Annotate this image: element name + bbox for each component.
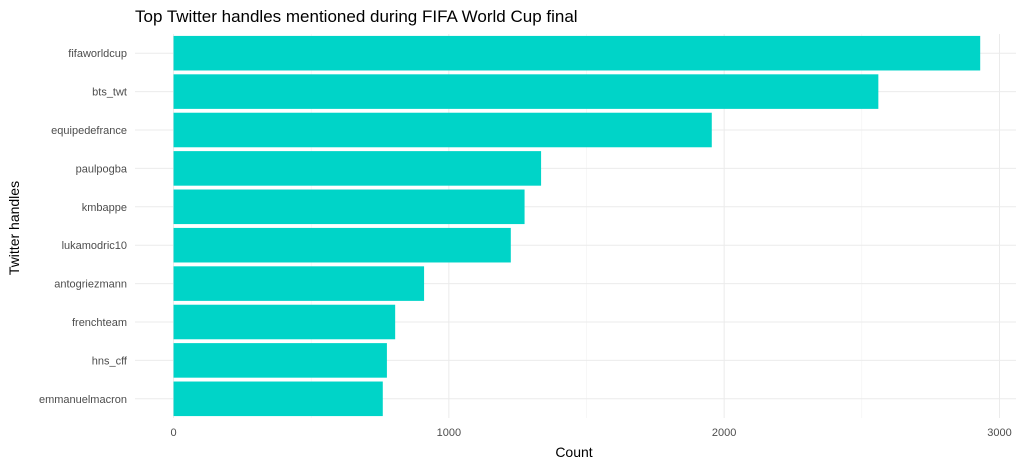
bar-antogriezmann — [173, 266, 425, 301]
bar-paulpogba — [173, 151, 542, 186]
y-tick-label: paulpogba — [76, 163, 128, 175]
bar-frenchteam — [173, 304, 396, 340]
y-axis-title: Twitter handles — [6, 181, 22, 275]
y-tick-label: equipedefrance — [51, 125, 127, 137]
x-tick-label: 1000 — [437, 427, 461, 439]
x-tick-label: 3000 — [987, 427, 1011, 439]
y-tick-label: fifaworldcup — [68, 48, 127, 60]
y-tick-label: hns_cff — [92, 355, 128, 367]
bar-hns_cff — [173, 343, 387, 378]
y-tick-labels: fifaworldcup bts_twt equipedefrance paulpog… — [39, 48, 128, 406]
y-tick-label: antogriezmann — [54, 279, 127, 291]
y-tick-label: emmanuelmacron — [39, 394, 127, 406]
y-tick-label: bts_twt — [92, 87, 127, 99]
y-tick-label: lukamodric10 — [62, 240, 127, 252]
y-tick-label: frenchteam — [72, 317, 127, 329]
x-tick-label: 2000 — [712, 427, 736, 439]
bar-equipedefrance — [173, 112, 712, 148]
bar-fifaworldcup — [173, 35, 981, 71]
bar-lukamodric10 — [173, 227, 511, 263]
x-tick-label: 0 — [170, 427, 176, 439]
bar-kmbappe — [173, 189, 525, 225]
chart-title: Top Twitter handles mentioned during FIF… — [135, 7, 578, 26]
y-tick-label: kmbappe — [82, 202, 127, 214]
bar-emmanuelmacron — [173, 381, 383, 417]
x-tick-labels: 0 1000 2000 3000 — [170, 427, 1011, 439]
x-axis-title: Count — [555, 444, 592, 460]
bars — [173, 35, 981, 417]
bar-bts_twt — [173, 74, 879, 109]
